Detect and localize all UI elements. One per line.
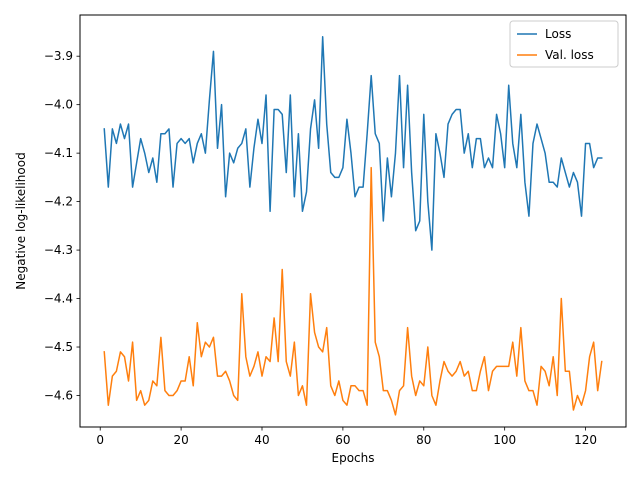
y-tick-label: −4.1: [44, 146, 73, 160]
x-tick-label: 20: [173, 433, 188, 447]
x-tick-label: 120: [574, 433, 597, 447]
y-tick-label: −4.0: [44, 98, 73, 112]
legend-label-loss: Loss: [545, 27, 571, 41]
y-axis: −4.6 −4.5 −4.4 −4.3 −4.2 −4.1 −4.0 −3.9: [44, 49, 80, 402]
y-tick-label: −4.2: [44, 195, 73, 209]
x-axis-label: Epochs: [332, 451, 375, 465]
x-tick-label: 40: [254, 433, 269, 447]
plot-frame: [79, 14, 627, 428]
y-tick-label: −4.6: [44, 388, 73, 402]
y-tick-label: −4.3: [44, 243, 73, 257]
x-tick-label: 100: [493, 433, 516, 447]
plot-lines: [103, 36, 603, 416]
x-axis: 0 20 40 60 80 100 120: [96, 427, 597, 447]
y-tick-label: −4.5: [44, 340, 73, 354]
y-tick-label: −4.4: [44, 292, 73, 306]
y-tick-label: −3.9: [44, 49, 73, 63]
x-tick-label: 0: [96, 433, 104, 447]
series-line-val-loss: [103, 166, 603, 416]
legend: Loss Val. loss: [509, 20, 619, 68]
x-tick-label: 60: [335, 433, 350, 447]
y-axis-label: Negative log-likelihood: [14, 152, 28, 289]
x-tick-label: 80: [416, 433, 431, 447]
series-line-loss: [103, 36, 603, 251]
legend-label-val-loss: Val. loss: [545, 48, 594, 62]
